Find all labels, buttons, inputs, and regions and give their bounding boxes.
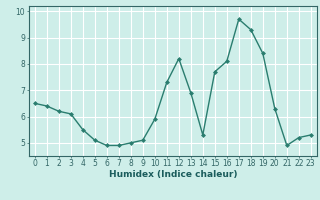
- X-axis label: Humidex (Indice chaleur): Humidex (Indice chaleur): [108, 170, 237, 179]
